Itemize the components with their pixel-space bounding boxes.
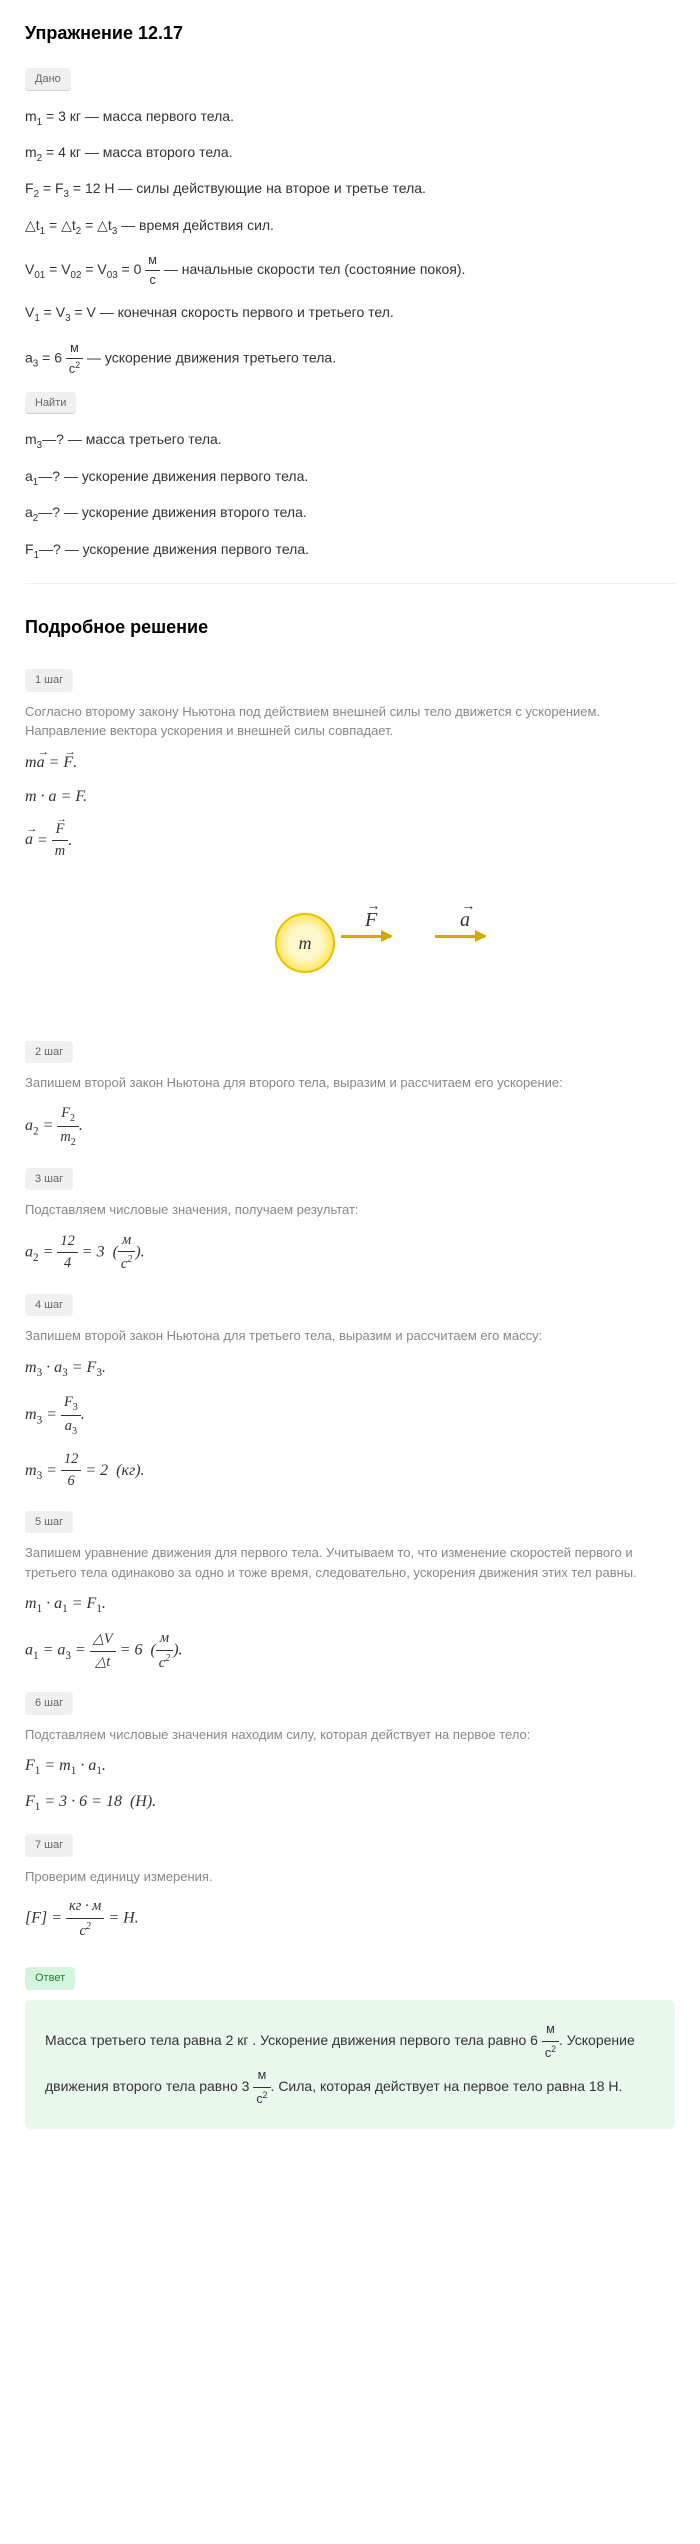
find-badge: Найти (25, 392, 76, 415)
given-line: m2 = 4 кг — масса второго тела. (25, 142, 675, 166)
step-text: Запишем второй закон Ньютона для второго… (25, 1073, 675, 1093)
find-line: m3—? — масса третьего тела. (25, 429, 675, 453)
mass-circle: m (275, 913, 335, 973)
step-text: Подставляем числовые значения находим си… (25, 1725, 675, 1745)
steps-block: 1 шаг Согласно второму закону Ньютона под… (25, 661, 675, 1942)
find-line: a1—? — ускорение движения первого тела. (25, 466, 675, 490)
force-diagram: mFa (25, 893, 675, 993)
step-text: Запишем второй закон Ньютона для третьег… (25, 1326, 675, 1346)
force-arrow (341, 935, 391, 938)
given-line: V1 = V3 = V — конечная скорость первого … (25, 302, 675, 326)
step-text: Согласно второму закону Ньютона под дейс… (25, 702, 675, 741)
step-badge: 1 шаг (25, 669, 73, 692)
given-line: a3 = 6 мс2 — ускорение движения третьего… (25, 339, 675, 379)
formula: F1 = 3 · 6 = 18 (H). (25, 1790, 675, 1816)
given-block: m1 = 3 кг — масса первого тела. m2 = 4 кг… (25, 106, 675, 379)
formula: m3 · a3 = F3. (25, 1356, 675, 1382)
formula: ma = F. (25, 751, 675, 775)
answer-box: Масса третьего тела равна 2 кг . Ускорен… (25, 2000, 675, 2129)
formula: m3 = F3a3. (25, 1392, 675, 1439)
accel-arrow (435, 935, 485, 938)
step-badge: 5 шаг (25, 1511, 73, 1534)
step-badge: 7 шаг (25, 1834, 73, 1857)
exercise-title: Упражнение 12.17 (25, 20, 675, 47)
step-badge: 2 шаг (25, 1041, 73, 1064)
answer-badge: Ответ (25, 1967, 75, 1990)
given-line: V01 = V02 = V03 = 0 мс — начальные скоро… (25, 251, 675, 290)
step-badge: 6 шаг (25, 1692, 73, 1715)
step-badge: 3 шаг (25, 1168, 73, 1191)
force-label: F (365, 905, 377, 935)
formula: F1 = m1 · a1. (25, 1754, 675, 1780)
formula: a1 = a3 = △V△t = 6 (мс2). (25, 1628, 675, 1674)
step-text: Подставляем числовые значения, получаем … (25, 1200, 675, 1220)
accel-label: a (460, 905, 470, 935)
formula: m · a = F. (25, 785, 675, 809)
formula: [F] = кг · мс2 = H. (25, 1896, 675, 1942)
find-line: a2—? — ускорение движения второго тела. (25, 502, 675, 526)
given-line: m1 = 3 кг — масса первого тела. (25, 106, 675, 130)
find-block: m3—? — масса третьего тела. a1—? — ускоре… (25, 429, 675, 563)
step-badge: 4 шаг (25, 1294, 73, 1317)
formula: a2 = F2m2. (25, 1103, 675, 1150)
given-line: △t1 = △t2 = △t3 — время действия сил. (25, 215, 675, 239)
formula: m1 · a1 = F1. (25, 1592, 675, 1618)
given-badge: Дано (25, 68, 71, 91)
formula: a2 = 124 = 3 (мс2). (25, 1230, 675, 1276)
divider (25, 583, 675, 584)
solution-title: Подробное решение (25, 614, 675, 641)
find-line: F1—? — ускорение движения первого тела. (25, 539, 675, 563)
formula: m3 = 126 = 2 (кг). (25, 1449, 675, 1493)
formula: a = Fm. (25, 819, 675, 863)
given-line: F2 = F3 = 12 H — силы действующие на вто… (25, 178, 675, 202)
step-text: Запишем уравнение движения для первого т… (25, 1543, 675, 1582)
step-text: Проверим единицу измерения. (25, 1867, 675, 1887)
